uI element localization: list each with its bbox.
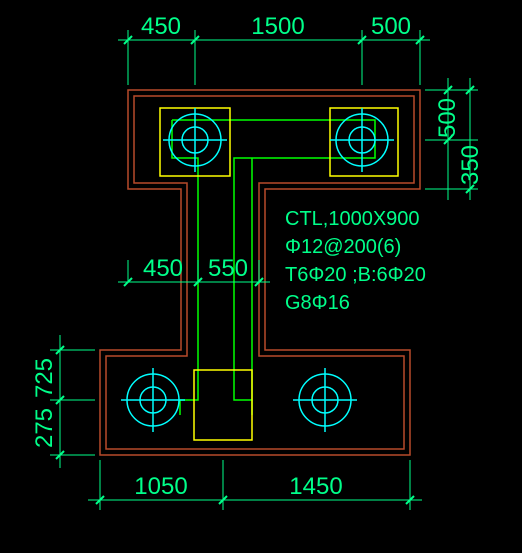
dim-bottom-1: 1050 xyxy=(134,473,187,500)
annot-line-3: G8Φ16 xyxy=(285,292,350,314)
dim-left: 725 275 xyxy=(31,335,95,468)
dim-mid: 450 550 xyxy=(118,255,270,286)
dim-mid-2: 550 xyxy=(208,255,248,282)
annot-line-0: CTL,1000X900 xyxy=(285,208,420,230)
cad-drawing: 450 1500 500 500 350 450 550 xyxy=(0,0,522,553)
dim-top-3: 500 xyxy=(371,13,411,40)
dim-left-1: 725 xyxy=(31,358,58,398)
dim-top-2: 1500 xyxy=(251,13,304,40)
dim-right: 500 350 xyxy=(425,78,484,200)
dim-mid-1: 450 xyxy=(143,255,183,282)
dim-left-2: 275 xyxy=(31,408,58,448)
annotation-block: CTL,1000X900 Φ12@200(6) T6Φ20 ;B:6Φ20 G8… xyxy=(285,208,426,314)
dim-top-1: 450 xyxy=(141,13,181,40)
dim-bottom: 1050 1450 xyxy=(88,460,422,510)
dim-right-2: 350 xyxy=(457,145,484,185)
annot-line-1: Φ12@200(6) xyxy=(285,236,401,258)
dim-right-1: 500 xyxy=(434,98,461,138)
dim-bottom-2: 1450 xyxy=(289,473,342,500)
annot-line-2: T6Φ20 ;B:6Φ20 xyxy=(285,264,426,286)
dim-top: 450 1500 500 xyxy=(118,13,430,85)
